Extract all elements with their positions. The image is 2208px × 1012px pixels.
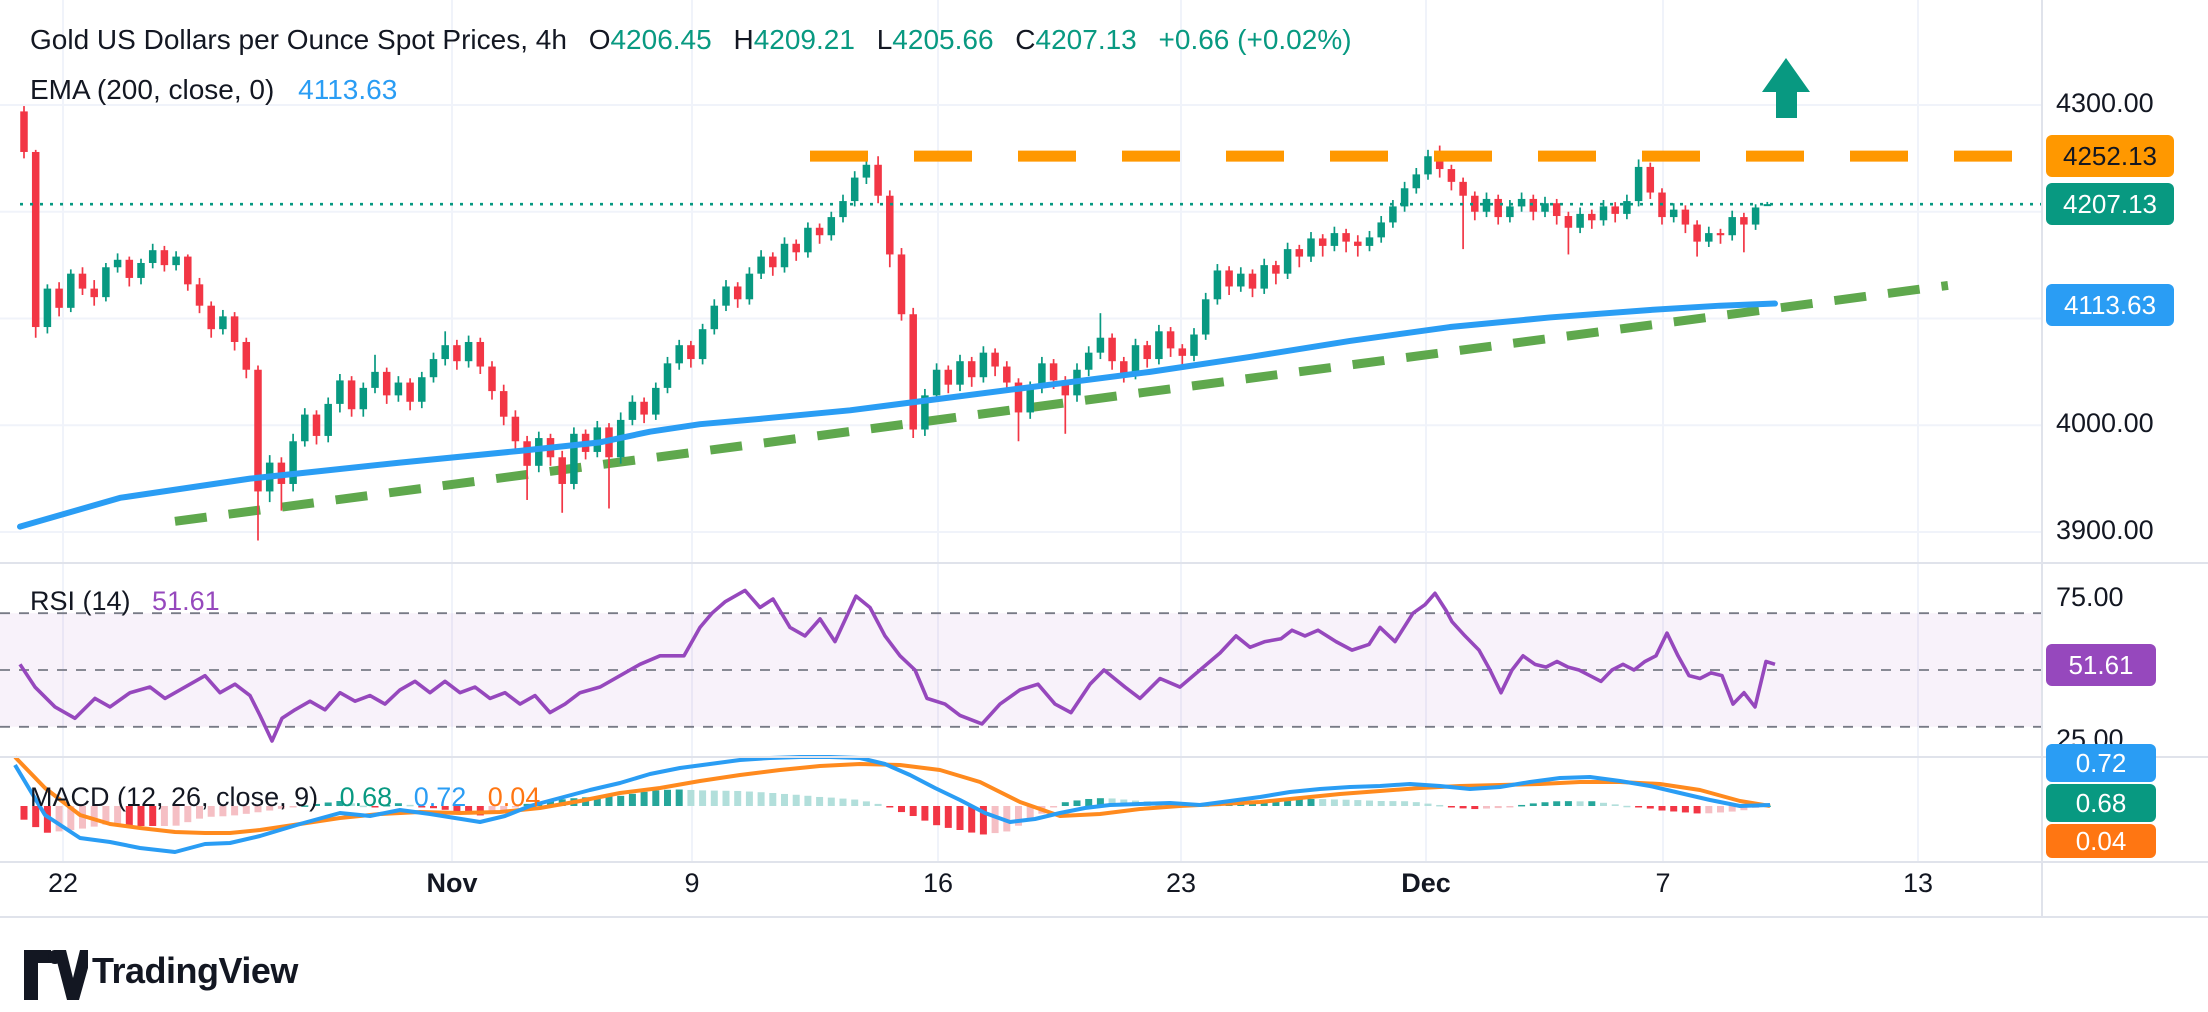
x-label-16[interactable]: 16 bbox=[922, 868, 954, 898]
rsi-legend[interactable]: RSI (14) 51.61 bbox=[30, 586, 220, 617]
resistance-price-badge[interactable]: 4252.13 bbox=[2046, 135, 2174, 177]
rsi-upper-label: 75.00 bbox=[2056, 582, 2124, 612]
rsi-line[interactable] bbox=[18, 588, 1776, 743]
ema-price-badge[interactable]: 4113.63 bbox=[2046, 284, 2174, 326]
x-label-13[interactable]: 13 bbox=[1902, 868, 1934, 898]
ema-label: EMA (200, close, 0) bbox=[30, 74, 275, 105]
gridlines-layer bbox=[0, 0, 2042, 862]
rsi-value: 51.61 bbox=[152, 586, 220, 616]
symbol-legend[interactable]: Gold US Dollars per Ounce Spot Prices, 4… bbox=[30, 24, 1352, 56]
rsi-label: RSI (14) bbox=[30, 586, 131, 616]
rsi-band-layer bbox=[0, 612, 2042, 728]
x-label-23[interactable]: 23 bbox=[1165, 868, 1197, 898]
ema-legend[interactable]: EMA (200, close, 0) 4113.63 bbox=[30, 74, 397, 106]
x-label-22[interactable]: 22 bbox=[47, 868, 79, 898]
ohlc-close-label: C bbox=[1015, 24, 1036, 55]
macd-signal-line[interactable] bbox=[13, 755, 1771, 835]
macd-signal-badge[interactable]: 0.04 bbox=[2046, 824, 2156, 858]
last-price-badge[interactable]: 4207.13 bbox=[2046, 183, 2174, 225]
rsi-value-badge[interactable]: 51.61 bbox=[2046, 644, 2156, 686]
ohlc-low-value: 4205.66 bbox=[892, 24, 994, 55]
x-label-9[interactable]: 9 bbox=[684, 868, 700, 898]
x-label-7[interactable]: 7 bbox=[1655, 868, 1671, 898]
ohlc-high-value: 4209.21 bbox=[753, 24, 855, 55]
macd-line-value: 0.72 bbox=[413, 782, 467, 812]
tradingview-logo-icon[interactable] bbox=[24, 946, 88, 1002]
ema-value: 4113.63 bbox=[298, 74, 398, 105]
x-label-dec[interactable]: Dec bbox=[1401, 868, 1451, 898]
change-value: +0.66 (+0.02%) bbox=[1158, 24, 1352, 55]
symbol-title: Gold US Dollars per Ounce Spot Prices, 4… bbox=[30, 24, 567, 55]
price-label-4000: 4000.00 bbox=[2056, 408, 2154, 438]
macd-legend[interactable]: MACD (12, 26, close, 9) 0.68 0.72 0.04 bbox=[30, 782, 540, 813]
up-arrow-annotation[interactable] bbox=[1762, 58, 1810, 118]
x-label-nov[interactable]: Nov bbox=[426, 868, 478, 898]
ohlc-open-value: 4206.45 bbox=[610, 24, 712, 55]
panel-separators bbox=[0, 0, 2208, 918]
macd-line-badge[interactable]: 0.72 bbox=[2046, 744, 2156, 782]
macd-hist-value: 0.68 bbox=[339, 782, 393, 812]
tradingview-brand-text[interactable]: TradingView bbox=[92, 950, 298, 991]
macd-signal-value: 0.04 bbox=[487, 782, 541, 812]
ohlc-open-label: O bbox=[588, 24, 611, 55]
ohlc-close-value: 4207.13 bbox=[1035, 24, 1137, 55]
ema-200-line[interactable] bbox=[17, 300, 1778, 530]
price-label-4300: 4300.00 bbox=[2056, 88, 2154, 118]
ohlc-high-label: H bbox=[733, 24, 754, 55]
macd-hist-badge[interactable]: 0.68 bbox=[2046, 784, 2156, 822]
macd-line[interactable] bbox=[13, 755, 1771, 854]
macd-label: MACD (12, 26, close, 9) bbox=[30, 782, 319, 812]
ohlc-low-label: L bbox=[876, 24, 893, 55]
price-label-3900: 3900.00 bbox=[2056, 515, 2154, 545]
trendline-support[interactable] bbox=[174, 280, 1949, 526]
